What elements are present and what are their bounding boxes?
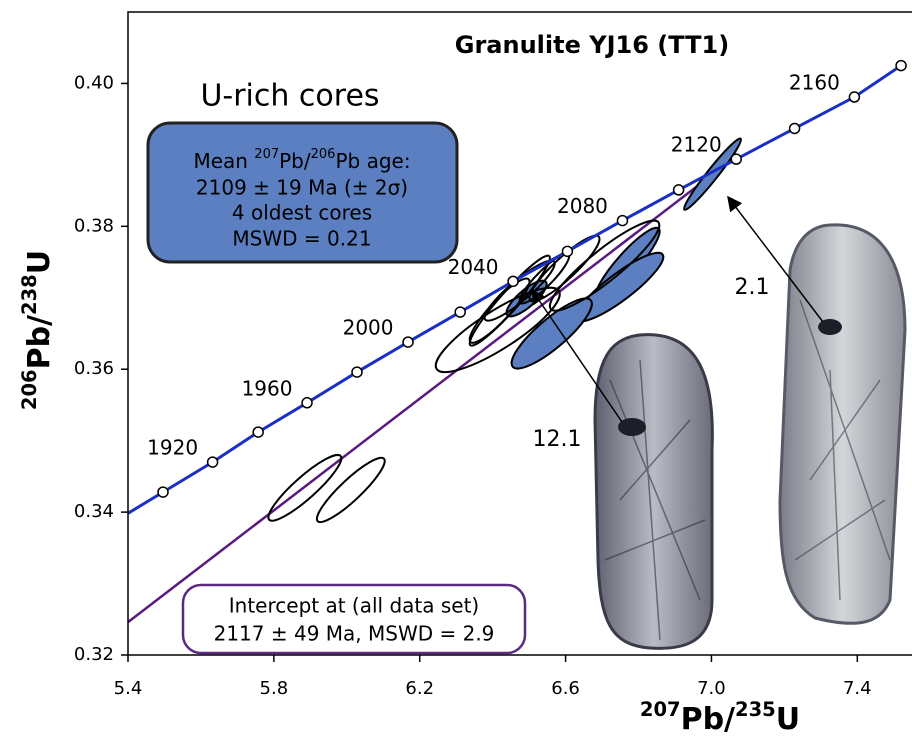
grain-label: 2.1 (735, 275, 770, 300)
concordia-extension (128, 492, 163, 513)
y-tick-label: 0.32 (74, 644, 114, 665)
x-tick-label: 6.6 (551, 678, 580, 699)
concordia-point (455, 307, 465, 317)
text: Pb/ (279, 149, 311, 173)
x-axis-label: 207Pb/235U (640, 698, 800, 737)
y-tick-label: 0.38 (74, 215, 114, 236)
text: U (776, 702, 800, 737)
page: Granulite YJ16 (TT1) U-rich cores Mean 2… (0, 0, 912, 738)
text: Pb age: (335, 149, 410, 173)
x-tick-label: 5.8 (260, 678, 289, 699)
concordia-point (403, 337, 413, 347)
y-tick-label: 0.40 (74, 72, 114, 93)
y-tick-label: 0.34 (74, 501, 114, 522)
y-tick-label: 0.36 (74, 358, 114, 379)
mean-box-line: 2109 ± 19 Ma (± 2σ) (196, 176, 408, 200)
x-tick-label: 7.0 (697, 678, 726, 699)
y-axis-label: 206Pb/238U (18, 250, 57, 410)
concordia-point (790, 123, 800, 133)
text: 206 (311, 147, 336, 162)
error-ellipse (310, 451, 391, 529)
text: Pb/ (22, 315, 57, 369)
intercept-box-line: Intercept at (all data set) (229, 594, 479, 618)
chart-title: Granulite YJ16 (TT1) (455, 31, 729, 59)
intercept-box-line: 2117 ± 49 Ma, MSWD = 2.9 (214, 622, 495, 646)
age-label: 1960 (242, 376, 293, 400)
concordia-point (302, 398, 312, 408)
subtitle: U-rich cores (200, 79, 379, 114)
age-label: 2080 (557, 194, 608, 218)
text: 238 (18, 274, 41, 315)
text: U (22, 250, 57, 274)
x-tick-label: 6.2 (405, 678, 434, 699)
chart: Granulite YJ16 (TT1) U-rich cores Mean 2… (0, 0, 912, 738)
concordia-point (253, 427, 263, 437)
x-tick-label: 5.4 (114, 678, 143, 699)
mean-box-line: 4 oldest cores (232, 201, 372, 225)
concordia-point (208, 457, 218, 467)
concordia-point (158, 487, 168, 497)
age-label: 2160 (789, 71, 840, 95)
age-label: 1920 (147, 436, 198, 460)
age-label: 2000 (343, 316, 394, 340)
concordia-point (617, 216, 627, 226)
grain-label: 12.1 (533, 427, 582, 452)
concordia-point (849, 92, 859, 102)
concordia-point (508, 276, 518, 286)
text: 207 (254, 147, 279, 162)
age-label: 2040 (448, 255, 499, 279)
concordia-point (674, 185, 684, 195)
text: 207 (640, 698, 681, 721)
age-label: 2120 (671, 133, 722, 157)
text: 206 (18, 369, 41, 410)
text: Mean (193, 149, 254, 173)
concordia-point (896, 61, 906, 71)
x-tick-label: 7.4 (843, 678, 872, 699)
mean-box-line: MSWD = 0.21 (232, 227, 371, 251)
text: 235 (735, 698, 776, 721)
concordia-point (352, 367, 362, 377)
concordia-point (731, 154, 741, 164)
mean-box-line: Mean 207Pb/206Pb age: (193, 147, 410, 173)
concordia-point (562, 246, 572, 256)
text: Pb/ (681, 702, 735, 737)
